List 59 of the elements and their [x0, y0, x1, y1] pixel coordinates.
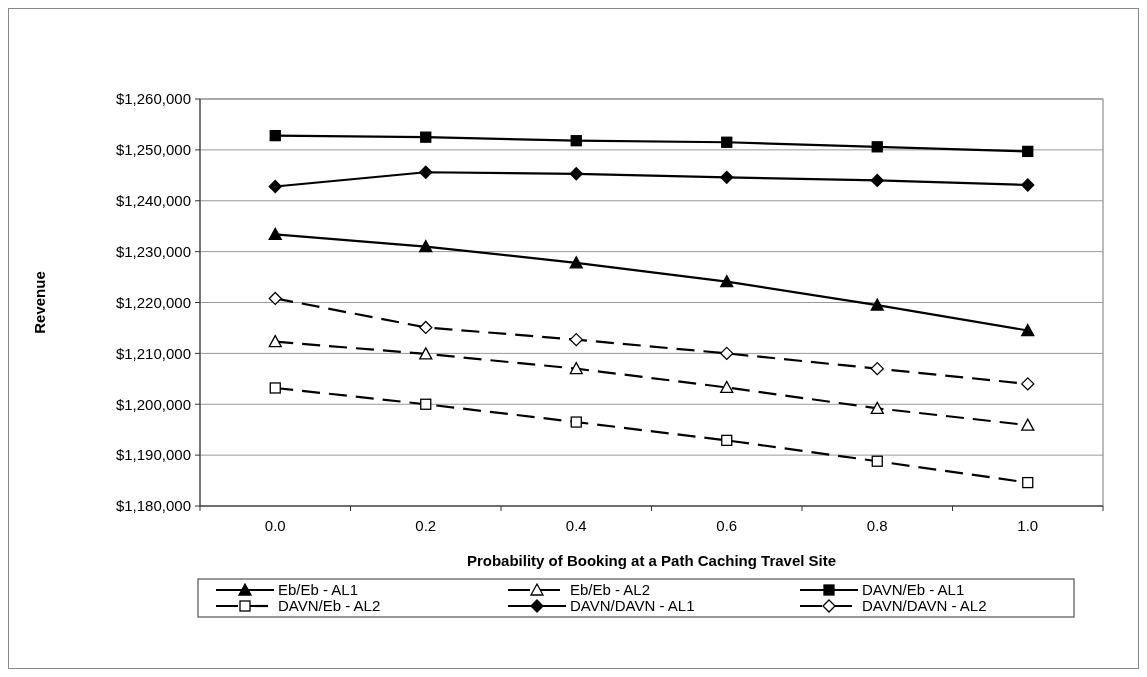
point [870, 173, 884, 188]
point [419, 165, 433, 179]
y-tick-label: $1,240,000 [115, 192, 191, 209]
point [569, 332, 583, 347]
y-tick-label: $1,190,000 [115, 446, 191, 464]
point [721, 136, 733, 148]
point [1022, 476, 1034, 489]
x-tick-label: 1.0 [1017, 517, 1039, 534]
x-tick-label: 0.8 [866, 517, 888, 534]
point [569, 361, 583, 375]
legend-label: DAVN/DAVN - AL2 [862, 597, 987, 615]
point [1022, 145, 1034, 158]
point [570, 135, 582, 147]
point [569, 256, 583, 269]
point [871, 141, 883, 153]
point [720, 380, 734, 394]
x-axis-title: Probability of Booking at a Path Caching Travel Site [466, 552, 837, 569]
point [420, 398, 432, 410]
y-tick-label: $1,200,000 [115, 395, 191, 413]
y-tick-label: $1,250,000 [115, 141, 191, 159]
point [1021, 323, 1035, 337]
point [1021, 377, 1035, 391]
point [1021, 418, 1035, 431]
point [268, 291, 282, 306]
legend-label: Eb/Eb - AL2 [570, 581, 651, 599]
point [569, 167, 583, 181]
point [419, 347, 433, 360]
x-tick-label: 0.6 [716, 517, 738, 534]
legend-label: Eb/Eb - AL1 [278, 581, 359, 599]
point [269, 382, 281, 394]
point [268, 335, 282, 348]
point [720, 170, 734, 184]
x-tick-label: 0.4 [565, 517, 587, 534]
point [870, 361, 884, 376]
point [268, 227, 282, 240]
point [419, 239, 433, 253]
legend-label: DAVN/Eb - AL1 [862, 581, 965, 599]
point [269, 129, 281, 142]
x-tick-label: 0.0 [264, 517, 286, 534]
point [570, 416, 582, 428]
y-tick-label: $1,220,000 [115, 293, 191, 311]
point [870, 298, 884, 311]
y-tick-label: $1,260,000 [115, 90, 191, 108]
point [720, 346, 734, 361]
point [721, 434, 733, 447]
point [268, 179, 282, 194]
point [420, 131, 432, 143]
y-tick-label: $1,180,000 [115, 497, 191, 515]
y-axis-title: Revenue [31, 271, 48, 334]
x-tick-label: 0.2 [415, 517, 437, 534]
point [720, 274, 734, 288]
legend-label: DAVN/Eb - AL2 [278, 597, 381, 615]
y-tick-label: $1,210,000 [115, 344, 191, 362]
y-tick-label: $1,230,000 [115, 242, 191, 260]
point [1021, 178, 1035, 192]
point [870, 401, 884, 414]
point [871, 455, 883, 467]
legend-label: DAVN/DAVN - AL1 [570, 597, 695, 615]
point [419, 320, 433, 335]
